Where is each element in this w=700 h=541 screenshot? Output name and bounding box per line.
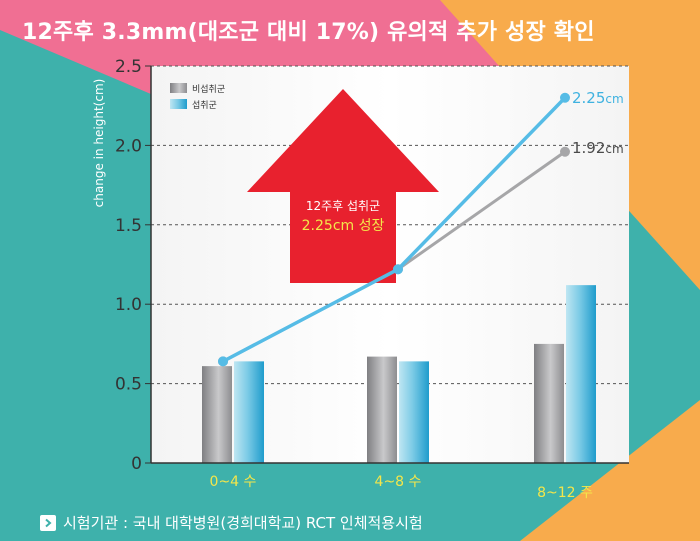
- y-tick-label-4: 2.0: [115, 136, 142, 156]
- y-tick-label-2: 1.0: [115, 295, 142, 315]
- point-treatment-0: [218, 356, 228, 367]
- chevron-right-icon: [40, 514, 56, 531]
- treatment-end-value: 2.25: [572, 89, 605, 107]
- y-tick-label-5: 2.5: [115, 57, 142, 77]
- y-tick-label-1: 0.5: [115, 375, 142, 395]
- x-tick-label-2: 8~12 주: [537, 485, 593, 501]
- legend-swatch-treatment: [170, 99, 187, 109]
- control-end-unit: cm: [605, 142, 623, 156]
- bar-treatment-0: [234, 361, 264, 463]
- control-end-label: 1.92cm: [572, 139, 624, 157]
- annotation-line1: 12주후 섭취군: [306, 199, 380, 213]
- treatment-end-label: 2.25cm: [572, 89, 624, 107]
- source-text: 시험기관 : 국내 대학병원(경희대학교) RCT 인체적용시험: [63, 514, 423, 532]
- y-axis-ticks: 0 0.5 1.0 1.5 2.0 2.5: [115, 57, 151, 474]
- legend-swatch-control: [170, 83, 187, 93]
- bar-control-1: [367, 356, 397, 463]
- bar-treatment-2: [566, 285, 596, 463]
- point-treatment-1: [393, 264, 403, 275]
- x-axis-labels: 0~4 수 4~8 수 8~12 주: [210, 474, 593, 501]
- bar-treatment-1: [399, 361, 429, 463]
- annotation-line2: 2.25cm 성장: [302, 218, 385, 234]
- point-control-2: [560, 146, 570, 157]
- page-title: 12주후 3.3mm(대조군 대비 17%) 유의적 추가 성장 확인: [22, 20, 595, 45]
- y-tick-label-3: 1.5: [115, 216, 142, 236]
- x-tick-label-1: 4~8 수: [375, 474, 422, 490]
- y-axis-label: change in height(cm): [92, 79, 106, 208]
- series-lines: [218, 92, 570, 367]
- bar-control-0: [202, 366, 232, 463]
- control-end-value: 1.92: [572, 139, 605, 157]
- background-orange-corner-bottom: [520, 400, 700, 541]
- x-tick-label-0: 0~4 수: [210, 474, 257, 490]
- treatment-end-unit: cm: [605, 92, 623, 106]
- legend-label-treatment: 섭취군: [192, 100, 217, 111]
- bar-control-2: [534, 343, 564, 463]
- point-treatment-2: [560, 92, 570, 103]
- source-note: 시험기관 : 국내 대학병원(경희대학교) RCT 인체적용시험: [40, 512, 423, 533]
- bars: [202, 285, 596, 463]
- growth-arrow: [247, 89, 439, 283]
- y-tick-label-0: 0: [131, 454, 142, 474]
- legend-label-control: 비섭취군: [192, 84, 225, 95]
